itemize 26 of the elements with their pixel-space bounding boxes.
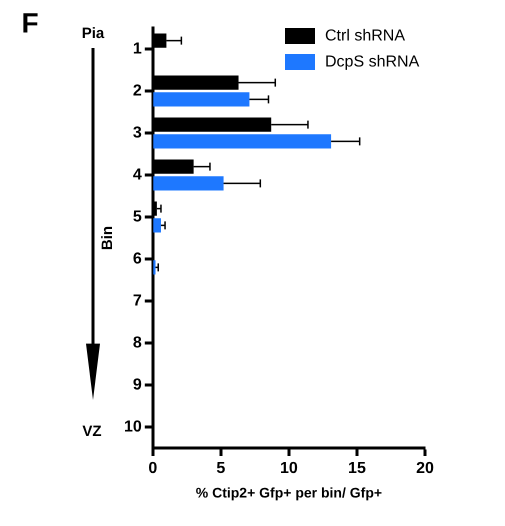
bar — [153, 218, 161, 233]
y-tick-label: 9 — [132, 376, 142, 394]
x-tick-label: 0 — [148, 460, 158, 478]
bar — [153, 134, 332, 149]
x-tick-label: 20 — [416, 460, 434, 478]
y-tick-label: 1 — [132, 40, 142, 58]
y-tick-label: 2 — [132, 82, 142, 100]
bar — [153, 176, 224, 191]
y-axis-title: Bin — [99, 226, 116, 250]
y-tick-label: 5 — [132, 208, 142, 226]
text: Pia — [82, 25, 105, 42]
y-tick-label: 3 — [132, 124, 142, 142]
y-tick-label: 8 — [132, 334, 142, 352]
y-tick-label: 10 — [124, 418, 142, 436]
y-tick-label: 4 — [132, 166, 142, 184]
x-tick-label: 5 — [216, 460, 226, 478]
x-axis-title: % Ctip2+ Gfp+ per bin/ Gfp+ — [196, 484, 382, 500]
bar — [153, 92, 250, 107]
x-tick-label: 15 — [348, 460, 366, 478]
legend-label: Ctrl shRNA — [325, 27, 406, 44]
legend-label: DcpS shRNA — [325, 53, 420, 70]
x-tick-label: 10 — [280, 460, 298, 478]
y-tick-label: 6 — [132, 250, 142, 268]
text: VZ — [82, 423, 102, 440]
y-tick-label: 7 — [132, 292, 142, 310]
text: F — [21, 8, 39, 39]
